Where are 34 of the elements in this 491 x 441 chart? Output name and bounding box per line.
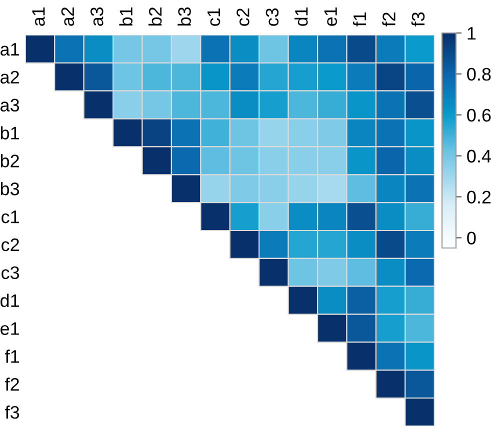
y-tick-label: c3	[2, 266, 20, 280]
x-tick-label: c3	[266, 8, 279, 26]
y-tick-label: a3	[0, 98, 20, 112]
x-tick-label: b2	[148, 7, 162, 26]
y-tick-label: a2	[0, 70, 19, 84]
y-tick-label: b3	[0, 182, 20, 196]
x-tick-label: e1	[324, 7, 337, 26]
y-tick-label: f1	[5, 350, 19, 363]
y-tick-label: c1	[2, 210, 19, 224]
x-tick-label: b1	[119, 7, 132, 26]
x-tick-label: b3	[178, 7, 191, 26]
x-tick-label: a2	[61, 7, 74, 26]
x-tick-label: f2	[382, 12, 396, 26]
x-tick-label: c1	[208, 8, 220, 26]
y-tick-label: e1	[0, 322, 19, 335]
y-tick-label: f2	[5, 378, 19, 391]
color-bar-label: 0	[467, 232, 476, 244]
color-bar-label: 0.8	[467, 68, 491, 81]
x-tick-label: c2	[236, 8, 250, 26]
x-tick-label: a1	[32, 7, 45, 26]
y-tick-label: c2	[2, 238, 19, 252]
x-tick-label: d1	[294, 7, 308, 26]
y-tick-label: a1	[0, 43, 19, 56]
y-tick-label: f3	[5, 406, 20, 419]
y-tick-label: d1	[0, 294, 19, 308]
y-tick-label: b2	[0, 154, 19, 168]
color-bar-label: 0.4	[467, 150, 491, 163]
x-tick-label: f3	[411, 12, 425, 26]
color-bar-label: 1	[468, 27, 476, 40]
x-tick-label: f1	[352, 12, 366, 26]
color-bar-label: 0.6	[467, 108, 491, 122]
color-bar-label: 0.2	[467, 190, 491, 204]
y-tick-label: b1	[0, 126, 19, 140]
x-tick-label: a3	[90, 7, 104, 26]
